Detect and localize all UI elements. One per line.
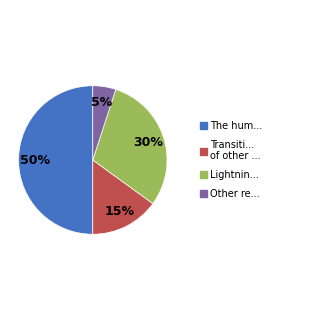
Text: 50%: 50% [20,154,50,166]
Wedge shape [93,160,153,234]
Text: 15%: 15% [104,205,134,218]
Wedge shape [19,86,93,234]
Legend: The hum..., Transiti...
of other ..., Lightnin..., Other re...: The hum..., Transiti... of other ..., Li… [200,121,263,199]
Wedge shape [93,86,116,160]
Text: 30%: 30% [133,136,163,148]
Text: 5%: 5% [91,96,113,109]
Wedge shape [93,89,167,204]
